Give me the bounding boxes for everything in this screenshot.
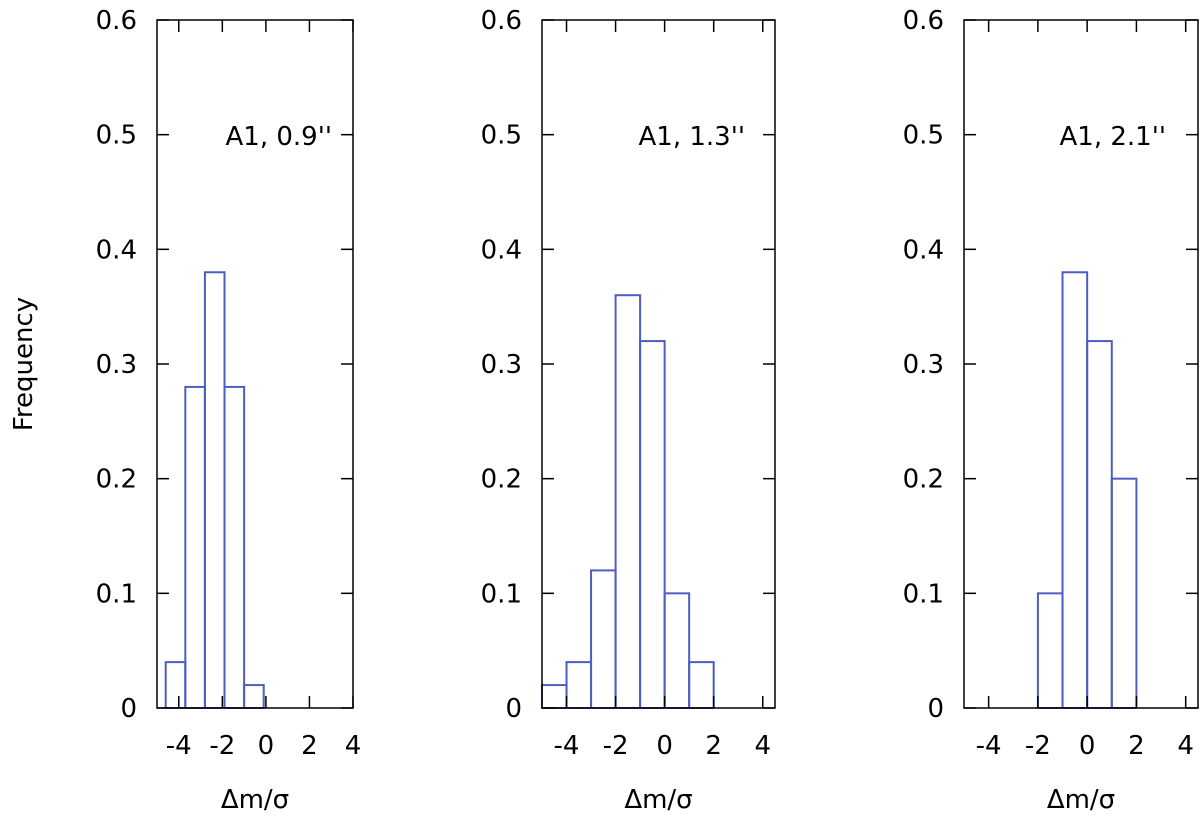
y-tick-label: 0.3 <box>96 350 137 380</box>
y-tick-label: 0.5 <box>96 121 137 151</box>
x-tick-label: -2 <box>209 731 235 761</box>
x-tick-label: -2 <box>603 731 629 761</box>
x-tick-label: 4 <box>1177 731 1194 761</box>
y-tick-label: 0.5 <box>481 121 522 151</box>
y-tick-label: 0.3 <box>481 350 522 380</box>
y-tick-label: 0.1 <box>903 579 944 609</box>
x-tick-label: 0 <box>258 731 275 761</box>
y-tick-label: 0 <box>505 694 522 724</box>
x-tick-label: 4 <box>754 731 771 761</box>
histogram-bar <box>565 661 593 710</box>
histogram-bar <box>541 684 568 709</box>
histogram-bar <box>164 661 187 710</box>
panel-annotation: A1, 1.3'' <box>638 122 745 152</box>
histogram-panel-1: 00.10.20.30.40.50.6-4 -2 0 2 4A1, 0.9''Δm/σ <box>96 6 362 815</box>
histogram-bar <box>1061 271 1089 709</box>
x-tick-label: 2 <box>301 731 318 761</box>
y-tick-label: 0.4 <box>96 235 137 265</box>
x-tick-label: 2 <box>705 731 722 761</box>
x-axis-label: Δm/σ <box>624 785 692 815</box>
histogram-bar <box>1086 340 1113 709</box>
x-tick-label: 0 <box>1079 731 1096 761</box>
x-axis-label: Δm/σ <box>221 785 289 815</box>
y-tick-label: 0.6 <box>96 6 137 36</box>
histogram-bar <box>688 661 715 710</box>
x-tick-label: 2 <box>1128 731 1145 761</box>
histogram-bar <box>1036 592 1064 709</box>
x-tick-label: -4 <box>976 731 1002 761</box>
y-tick-label: 0.2 <box>481 465 522 495</box>
x-tick-label: -4 <box>166 731 192 761</box>
y-tick-label: 0 <box>120 694 137 724</box>
x-axis-label: Δm/σ <box>1047 785 1115 815</box>
x-tick-label: -4 <box>554 731 580 761</box>
y-tick-label: 0.5 <box>903 121 944 151</box>
figure-ylabel: Frequency <box>9 297 39 431</box>
histogram-bar <box>184 385 206 709</box>
histogram-bar <box>1110 477 1138 709</box>
histogram-bar <box>203 271 226 709</box>
y-tick-label: 0.2 <box>903 465 944 495</box>
y-tick-label: 0.1 <box>96 579 137 609</box>
histogram-panel-3: 0 0.1 0.2 0.3 0.4 0.5 0.6 -4 -2 0 2 4 A1, 2.1'' Δm/σ <box>903 6 1199 815</box>
y-tick-label: 0.2 <box>96 465 137 495</box>
panel-annotation: A1, 2.1'' <box>1059 122 1166 152</box>
x-tick-label: 4 <box>345 731 362 761</box>
y-tick-label: 0.4 <box>903 235 944 265</box>
histogram-bar <box>639 340 666 709</box>
y-tick-label: 0.6 <box>481 6 522 36</box>
histogram-panel-2: 0 0.1 0.2 0.3 0.4 0.5 0.6 -4 -2 0 2 4 A1, 1.3'' Δm/σ <box>481 6 776 815</box>
x-tick-label: -2 <box>1025 731 1051 761</box>
x-tick-label: 0 <box>656 731 673 761</box>
y-tick-label: 0.1 <box>481 579 522 609</box>
histogram-bar <box>614 294 642 709</box>
histogram-bar <box>663 592 691 709</box>
panel-annotation: A1, 0.9'' <box>225 122 332 152</box>
y-tick-label: 0.3 <box>903 350 944 380</box>
y-tick-label: 0 <box>927 694 944 724</box>
histogram-bar <box>590 569 617 710</box>
histogram-bar <box>243 684 265 709</box>
histogram-bar <box>223 385 246 709</box>
y-tick-label: 0.6 <box>903 6 944 36</box>
y-tick-label: 0.4 <box>481 235 522 265</box>
